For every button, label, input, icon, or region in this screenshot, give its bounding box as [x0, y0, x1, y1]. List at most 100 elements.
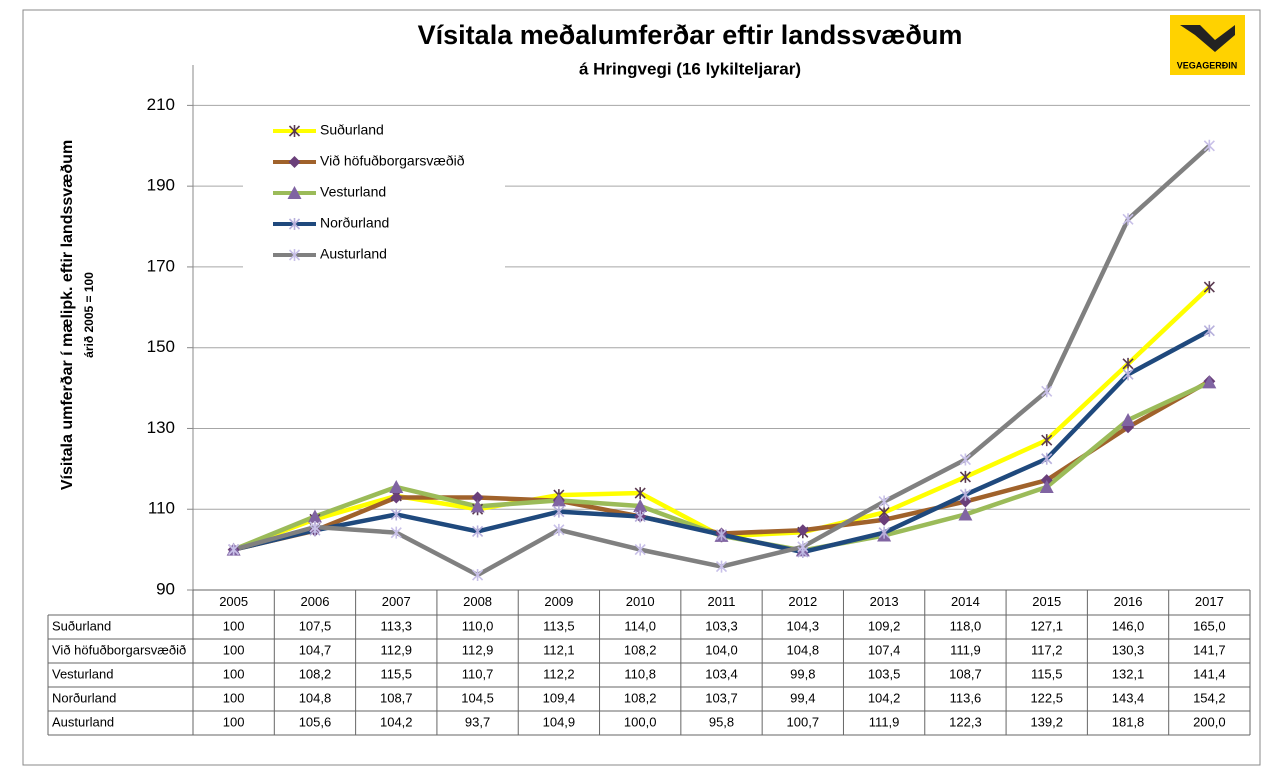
table-cell: 200,0 [1193, 714, 1226, 729]
table-cell: 132,1 [1112, 666, 1145, 681]
table-cell: 104,2 [380, 714, 413, 729]
marker [389, 480, 404, 494]
marker [1041, 434, 1053, 447]
x-tick-label: 2005 [219, 594, 248, 609]
y-tick-label: 90 [156, 579, 175, 598]
marker [878, 513, 891, 526]
table-cell: 110,7 [462, 666, 494, 681]
marker [959, 470, 971, 483]
x-tick-label: 2008 [463, 594, 492, 609]
table-cell: 100 [223, 690, 245, 705]
marker [1121, 412, 1136, 426]
marker [309, 521, 321, 533]
table-cell: 100 [223, 666, 245, 681]
table-cell: 95,8 [709, 714, 734, 729]
x-tick-label: 2006 [301, 594, 330, 609]
marker [228, 543, 240, 556]
marker [551, 493, 566, 507]
table-cell: 146,0 [1112, 618, 1145, 633]
marker [1041, 385, 1053, 398]
marker [634, 510, 646, 523]
marker [958, 507, 973, 521]
table-cell: 122,3 [949, 714, 982, 729]
table-row-label: Suðurland [52, 618, 111, 633]
marker [634, 543, 646, 556]
table-cell: 107,5 [299, 618, 332, 633]
table-cell: 130,3 [1112, 642, 1145, 657]
table-cell: 99,8 [790, 666, 815, 681]
y-tick-label: 170 [147, 256, 175, 275]
x-tick-label: 2009 [544, 594, 573, 609]
table-cell: 100,0 [624, 714, 657, 729]
table-cell: 112,9 [380, 642, 412, 657]
table-cell: 104,3 [787, 618, 820, 633]
table-cell: 104,8 [787, 642, 820, 657]
table-cell: 104,9 [543, 714, 576, 729]
table-cell: 115,5 [1031, 666, 1063, 681]
table-cell: 109,4 [543, 690, 576, 705]
marker [288, 156, 301, 168]
table-cell: 114,0 [624, 618, 656, 633]
table-cell: 113,5 [543, 618, 575, 633]
x-tick-label: 2017 [1195, 594, 1224, 609]
table-cell: 112,2 [543, 666, 575, 681]
table-cell: 104,7 [299, 642, 332, 657]
legend-label: Norðurland [320, 215, 389, 231]
marker [796, 524, 809, 537]
table-row-label: Vesturland [52, 666, 113, 681]
table-cell: 127,1 [1030, 618, 1063, 633]
table-cell: 113,3 [380, 618, 412, 633]
table-cell: 108,7 [949, 666, 982, 681]
table-cell: 143,4 [1112, 690, 1145, 705]
y-axis-label: Vísitala umferðar í mælipk. eftir landss… [59, 140, 76, 490]
table-cell: 104,0 [705, 642, 738, 657]
marker [633, 499, 648, 512]
logo: VEGAGERÐIN [1170, 15, 1245, 75]
marker [1122, 213, 1134, 226]
marker [715, 560, 728, 573]
table-cell: 108,2 [624, 690, 657, 705]
legend-label: Vesturland [320, 184, 386, 200]
marker [797, 540, 809, 553]
table-cell: 103,3 [705, 618, 738, 633]
table-cell: 108,7 [380, 690, 413, 705]
logo-icon [1180, 25, 1235, 52]
chart-subtitle: á Hringvegi (16 lykilteljarar) [579, 59, 801, 78]
table-cell: 113,6 [950, 690, 982, 705]
marker [390, 508, 402, 521]
marker [390, 491, 403, 504]
table-cell: 112,1 [543, 642, 575, 657]
legend-label: Suðurland [320, 122, 384, 138]
x-tick-label: 2013 [870, 594, 899, 609]
table-cell: 139,2 [1030, 714, 1063, 729]
table-cell: 100 [223, 618, 245, 633]
table-row-label: Austurland [52, 714, 114, 729]
table-cell: 115,5 [380, 666, 412, 681]
y-tick-label: 210 [147, 95, 175, 114]
y-tick-label: 110 [148, 499, 175, 518]
table-cell: 141,4 [1193, 666, 1226, 681]
table-cell: 100 [223, 714, 245, 729]
table-cell: 181,8 [1112, 714, 1145, 729]
y-tick-label: 130 [147, 418, 175, 437]
marker [1041, 452, 1053, 465]
logo-text: VEGAGERÐIN [1177, 60, 1238, 70]
marker [390, 526, 402, 539]
marker [715, 528, 728, 541]
table-cell: 107,4 [868, 642, 901, 657]
chart-title: Vísitala meðalumferðar eftir landssvæðum [418, 20, 963, 50]
marker [288, 249, 301, 261]
y-tick-label: 190 [147, 176, 175, 195]
marker [634, 487, 646, 500]
marker [1202, 375, 1217, 389]
y-tick-label: 150 [147, 337, 175, 356]
table-cell: 110,8 [624, 666, 656, 681]
marker [1203, 324, 1215, 337]
table-cell: 111,9 [950, 642, 981, 657]
x-tick-label: 2007 [382, 594, 411, 609]
y-axis-sublabel: árið 2005 = 100 [82, 272, 96, 358]
marker [1122, 368, 1134, 381]
table-cell: 108,2 [299, 666, 332, 681]
table-cell: 100 [223, 642, 245, 657]
